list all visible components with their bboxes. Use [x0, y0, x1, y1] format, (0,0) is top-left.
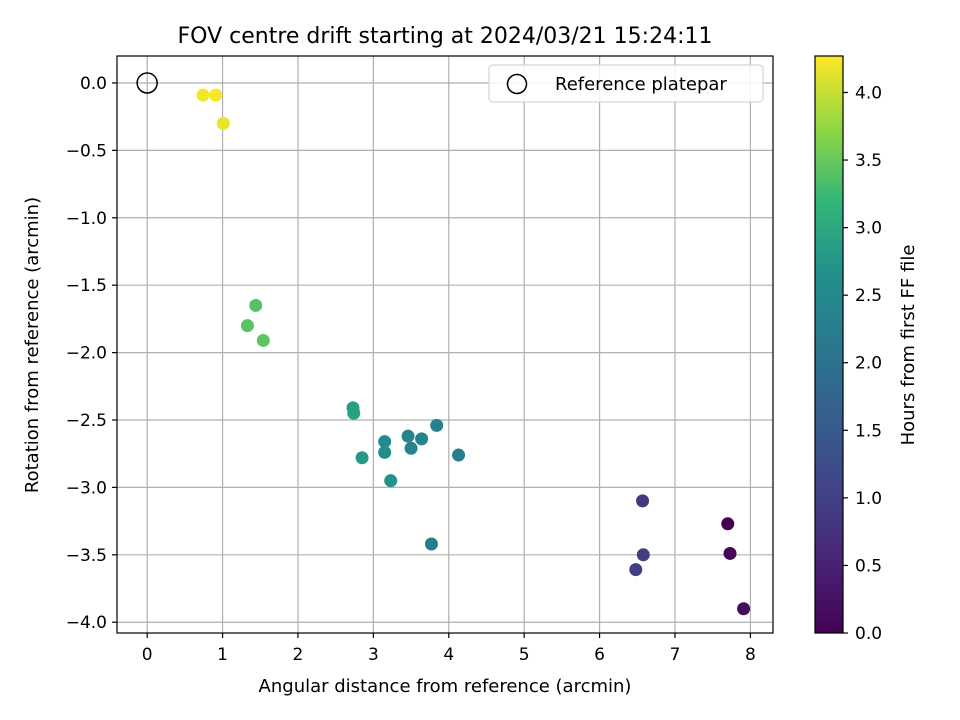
data-point — [378, 435, 392, 449]
data-point — [452, 448, 466, 462]
colorbar-tick-label: 3.5 — [855, 151, 882, 171]
legend: Reference platepar — [488, 64, 764, 103]
data-point — [415, 432, 429, 446]
colorbar: 0.0 0.5 1.0 1.5 2.0 2.5 3.0 3.5 4.0 — [814, 55, 882, 644]
data-point — [723, 546, 737, 560]
data-point — [404, 441, 418, 455]
y-tick-label: −0.5 — [66, 141, 107, 161]
y-tick-label: −2.5 — [66, 411, 107, 431]
data-point — [424, 537, 438, 551]
data-point — [401, 429, 415, 443]
y-tick-label: −4.0 — [66, 613, 107, 633]
legend-entry-reference-platepar: Reference platepar — [555, 74, 727, 95]
colorbar-label: Hours from first FF file — [898, 245, 919, 446]
chart-title: FOV centre drift starting at 2024/03/21 … — [178, 24, 713, 49]
colorbar-tick-label: 0.0 — [855, 624, 882, 644]
data-point — [249, 298, 263, 312]
data-point — [216, 116, 230, 130]
data-point — [430, 418, 444, 432]
colorbar-tick-label: 1.5 — [855, 421, 882, 441]
data-point — [636, 548, 650, 562]
x-tick-label: 6 — [594, 645, 605, 665]
x-tick-label: 2 — [293, 645, 304, 665]
x-tick-label: 3 — [368, 645, 379, 665]
data-point — [378, 445, 392, 459]
y-tick-label: −3.0 — [66, 478, 107, 498]
colorbar-gradient — [814, 55, 844, 634]
y-tick-label: −1.0 — [66, 209, 107, 229]
axes-frame — [116, 55, 774, 634]
data-point — [636, 494, 650, 508]
colorbar-tick-label: 4.0 — [855, 83, 882, 103]
data-point — [384, 474, 398, 488]
x-tick-label: 8 — [745, 645, 756, 665]
colorbar-tick-label: 1.0 — [855, 489, 882, 509]
legend-box — [488, 64, 764, 103]
x-tick-label: 0 — [142, 645, 153, 665]
legend-reference-marker — [506, 73, 528, 95]
colorbar-tick-label: 3.0 — [855, 219, 882, 239]
colorbar-tick-label: 2.0 — [855, 354, 882, 374]
data-point — [347, 406, 361, 420]
x-tick-label: 1 — [217, 645, 228, 665]
plot-area: 0 1 2 3 4 5 6 7 8 0.0 −0.5 −1.0 −1.5 −2.0 −2.5 −3.0 −3.5… — [66, 55, 774, 665]
y-tick-label: −3.5 — [66, 546, 107, 566]
x-tick-label: 5 — [519, 645, 530, 665]
reference-platepar-marker — [136, 72, 158, 94]
y-tick-label: −2.0 — [66, 344, 107, 364]
data-point — [355, 451, 369, 465]
colorbar-tick-label: 0.5 — [855, 556, 882, 576]
colorbar-tick-label: 2.5 — [855, 286, 882, 306]
x-tick-label: 4 — [443, 645, 454, 665]
data-point — [256, 333, 270, 347]
x-tick-label: 7 — [670, 645, 681, 665]
data-point — [629, 563, 643, 577]
y-axis-label: Rotation from reference (arcmin) — [22, 197, 43, 493]
y-tick-label: −1.5 — [66, 276, 107, 296]
data-point — [209, 88, 223, 102]
x-axis-label: Angular distance from reference (arcmin) — [259, 676, 632, 697]
data-point — [737, 602, 751, 616]
data-point — [196, 88, 210, 102]
data-point — [721, 517, 735, 531]
y-tick-label: 0.0 — [80, 74, 107, 94]
data-point — [240, 319, 254, 333]
